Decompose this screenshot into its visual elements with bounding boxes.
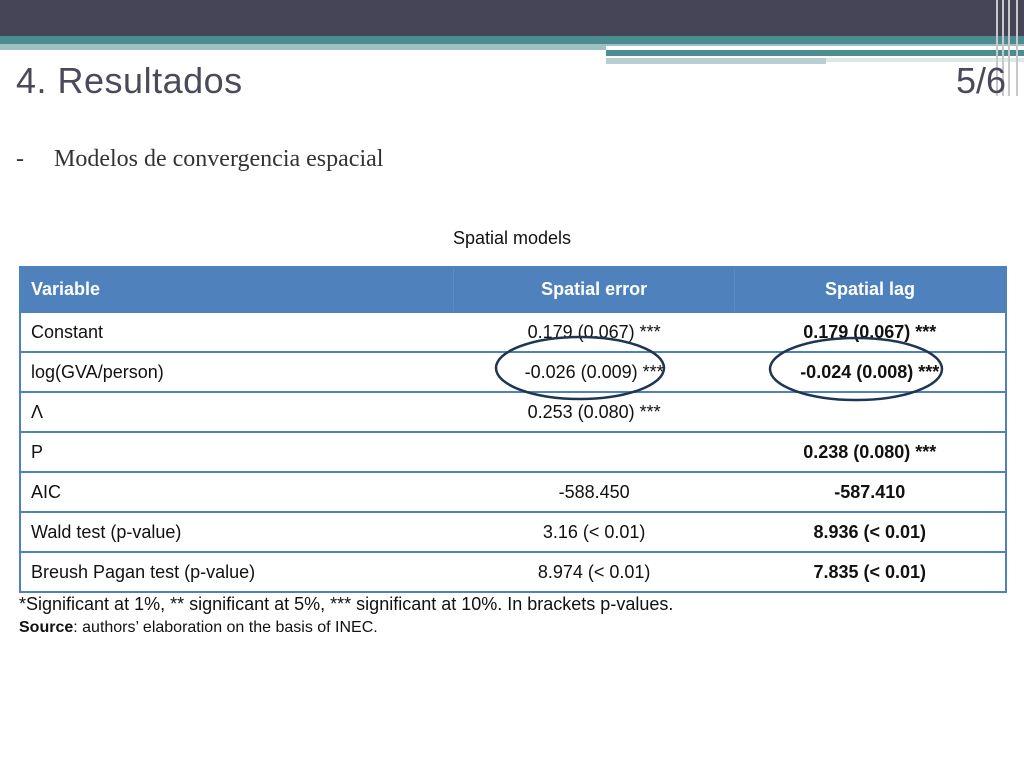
decorative-strip — [606, 46, 1024, 50]
cell-variable: AIC — [20, 471, 454, 512]
source-label: Source — [19, 619, 74, 636]
cell-spatial-error: -588.450 — [453, 471, 735, 512]
bullet-item: - Modelos de convergencia espacial — [16, 146, 383, 173]
decorative-vertical-lines — [992, 0, 1024, 96]
cell-spatial-lag: -0.024 (0.008) *** — [734, 351, 1006, 392]
cell-spatial-lag — [734, 391, 1006, 432]
cell-spatial-error: 0.253 (0.080) *** — [453, 391, 735, 432]
cell-spatial-error — [453, 431, 735, 472]
table-caption: Spatial models — [452, 228, 572, 248]
decorative-strip — [606, 58, 826, 64]
table-header-row: Variable Spatial error Spatial lag — [20, 267, 1007, 312]
cell-spatial-lag: -587.410 — [734, 471, 1006, 512]
cell-spatial-error: -0.026 (0.009) *** — [453, 351, 735, 392]
bullet-text: Modelos de convergencia espacial — [54, 146, 384, 172]
results-table: Variable Spatial error Spatial lag Const… — [19, 266, 1007, 593]
slide-title: 4. Resultados — [16, 60, 243, 101]
cell-spatial-lag: 0.238 (0.080) *** — [734, 431, 1006, 472]
cell-variable: Breush Pagan test (p-value) — [20, 551, 454, 592]
teal-stripe — [0, 36, 1024, 44]
cell-spatial-error: 0.179 (0.067) *** — [453, 311, 735, 352]
light-teal-stripe — [0, 44, 1024, 50]
top-decorative-band — [0, 0, 1024, 36]
cell-variable: P — [20, 431, 454, 472]
decorative-strip — [606, 50, 1024, 56]
cell-spatial-error: 3.16 (< 0.01) — [453, 511, 735, 552]
table-row: Constant 0.179 (0.067) *** 0.179 (0.067)… — [20, 311, 1006, 352]
header-variable: Variable — [20, 267, 455, 312]
bullet-dash: - — [16, 146, 24, 172]
cell-variable: Constant — [20, 311, 454, 352]
header-spatial-lag: Spatial lag — [734, 267, 1007, 312]
cell-variable: Wald test (p-value) — [20, 511, 454, 552]
table-row: Breush Pagan test (p-value) 8.974 (< 0.0… — [20, 551, 1006, 592]
table-row: Λ 0.253 (0.080) *** — [20, 391, 1006, 432]
cell-spatial-error: 8.974 (< 0.01) — [453, 551, 735, 592]
table-row: log(GVA/person) -0.026 (0.009) *** -0.02… — [20, 351, 1006, 392]
source-note: Source: authors’ elaboration on the basi… — [19, 619, 378, 637]
table-row: AIC -588.450 -587.410 — [20, 471, 1006, 512]
table-row: P 0.238 (0.080) *** — [20, 431, 1006, 472]
cell-spatial-lag: 0.179 (0.067) *** — [734, 311, 1006, 352]
cell-variable: log(GVA/person) — [20, 351, 454, 392]
header-spatial-error: Spatial error — [453, 267, 735, 312]
table-row: Wald test (p-value) 3.16 (< 0.01) 8.936 … — [20, 511, 1006, 552]
source-text: : authors’ elaboration on the basis of I… — [73, 619, 378, 636]
cell-variable: Λ — [20, 391, 454, 432]
slide-page-number: 5/6 — [955, 60, 1006, 101]
significance-note: *Significant at 1%, ** significant at 5%… — [19, 594, 674, 614]
decorative-strip — [826, 58, 1024, 62]
cell-spatial-lag: 8.936 (< 0.01) — [734, 511, 1006, 552]
cell-spatial-lag: 7.835 (< 0.01) — [734, 551, 1006, 592]
